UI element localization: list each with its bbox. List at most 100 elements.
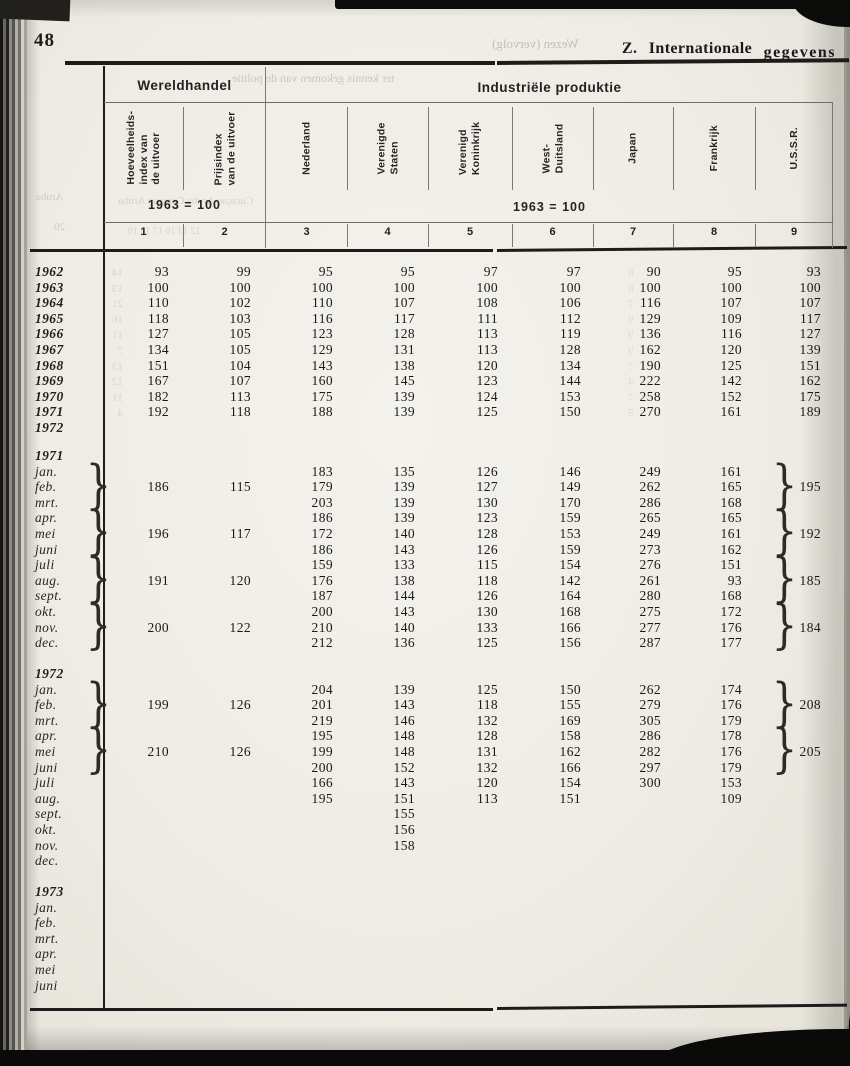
value-col-7: 280 (639, 588, 661, 604)
row-label: sept. (35, 806, 63, 822)
page-number: 48 (34, 30, 55, 51)
table-row: 1969 167 107 160 145 123 144 222 142 162 (0, 373, 850, 389)
value-col-8: 120 (720, 342, 742, 357)
value-col-5: 125 (476, 681, 498, 697)
rule-table-left (102, 66, 105, 1009)
value-col-2: 105 (229, 342, 251, 357)
value-col-4: 152 (393, 759, 415, 775)
divider-table-right (832, 102, 833, 248)
table-row: apr. 195 148 128 158 286 178 (0, 728, 850, 744)
row-label: feb. (35, 915, 57, 931)
value-col-3: 201 (311, 697, 333, 713)
hairline-above-colnums (104, 222, 833, 223)
row-label: sept. (35, 588, 63, 604)
page-surface (26, 0, 850, 1052)
column-divider (428, 224, 429, 247)
value-col-4: 143 (393, 775, 415, 791)
value-col-3: 172 (311, 526, 333, 541)
table-row: jan. (0, 900, 850, 916)
value-col-7: 282 (639, 744, 661, 759)
value-col-7: 286 (639, 728, 661, 744)
value-col-1: 110 (148, 295, 169, 311)
value-col-4: 140 (393, 526, 415, 541)
value-col-9: 184 (799, 619, 821, 635)
value-col-2: 107 (229, 373, 251, 389)
value-col-8: 176 (720, 619, 742, 635)
column-header-ussr: U.S.S.R. (755, 105, 833, 191)
value-col-4: 156 (393, 822, 415, 837)
value-col-4: 131 (393, 342, 415, 357)
column-divider (265, 224, 266, 247)
value-col-5: 115 (477, 557, 498, 573)
value-col-6: 155 (559, 697, 581, 713)
value-col-4: 143 (393, 604, 415, 619)
value-col-6: 119 (560, 326, 581, 342)
table-row: juni (0, 978, 850, 994)
row-label: 1969 (35, 373, 64, 389)
value-col-3: 186 (311, 510, 333, 526)
row-label: jan. (35, 463, 58, 479)
row-label: feb. (35, 697, 57, 713)
value-col-9: 189 (799, 404, 821, 420)
value-col-5: 130 (476, 494, 498, 510)
value-col-9: 208 (799, 697, 821, 713)
value-col-1: 182 (147, 388, 169, 404)
value-col-6: 170 (559, 494, 581, 510)
value-col-2: 120 (229, 572, 251, 588)
value-col-8: 107 (720, 295, 742, 311)
value-col-2: 118 (230, 404, 251, 420)
value-col-9: 162 (799, 373, 821, 389)
value-col-8: 152 (720, 388, 742, 404)
table-row: apr. 186 139 123 159 265 165 (0, 510, 850, 526)
table-row: 1967 134 105 129 131 113 128 162 120 139 (0, 342, 850, 358)
value-col-3: 210 (311, 619, 333, 635)
value-col-2: 105 (229, 326, 251, 342)
value-col-8: 172 (720, 604, 742, 619)
value-col-4: 144 (393, 588, 415, 604)
value-col-6: 128 (559, 342, 581, 357)
table-row: 1973 (0, 884, 850, 900)
value-col-8: 165 (720, 510, 742, 526)
row-label: 1963 (35, 279, 64, 295)
column-number: 1 (140, 226, 147, 238)
value-col-3: 116 (312, 310, 333, 326)
table-row: feb. 179 139 127 149 262 165 186 115 195 (0, 479, 850, 495)
rule-bottom-left (30, 1008, 493, 1011)
table-row: nov. 210 140 133 166 277 176 200 122 184 (0, 620, 850, 636)
value-col-9: 107 (799, 295, 821, 311)
value-col-7: 305 (639, 712, 661, 728)
value-col-4: 139 (393, 404, 415, 420)
table-row: juli 159 133 115 154 276 151 (0, 557, 850, 573)
value-col-8: 95 (727, 264, 742, 279)
value-col-6: 153 (559, 526, 581, 541)
column-number: 2 (221, 226, 228, 238)
value-col-6: 154 (559, 557, 581, 573)
row-label: mrt. (35, 930, 59, 946)
row-label: juni (35, 977, 58, 993)
table-row: mei 199 148 131 162 282 176 210 126 205 (0, 744, 850, 760)
value-col-3: 95 (318, 264, 333, 279)
value-col-9: 100 (799, 279, 821, 295)
value-col-4: 139 (393, 681, 415, 697)
value-col-3: 219 (311, 712, 333, 728)
value-col-4: 151 (393, 790, 415, 806)
value-col-6: 144 (559, 373, 581, 389)
row-label: mrt. (35, 712, 59, 728)
value-col-9: 127 (799, 326, 821, 342)
value-col-8: 177 (720, 635, 742, 651)
value-col-3: 166 (311, 775, 333, 791)
value-col-2: 126 (229, 697, 251, 713)
value-col-7: 249 (639, 463, 661, 479)
value-col-8: 179 (720, 712, 742, 728)
value-col-8: 100 (720, 279, 742, 295)
value-col-6: 159 (559, 541, 581, 557)
row-label: juli (35, 775, 55, 791)
value-col-7: 297 (639, 759, 661, 775)
value-col-7: 261 (639, 572, 661, 588)
value-col-4: 143 (393, 541, 415, 557)
row-label: 1971 (35, 404, 64, 420)
book-corner-shadow (0, 0, 71, 22)
value-col-6: 162 (559, 744, 581, 759)
value-col-8: 125 (720, 357, 742, 373)
value-col-3: 159 (311, 557, 333, 573)
